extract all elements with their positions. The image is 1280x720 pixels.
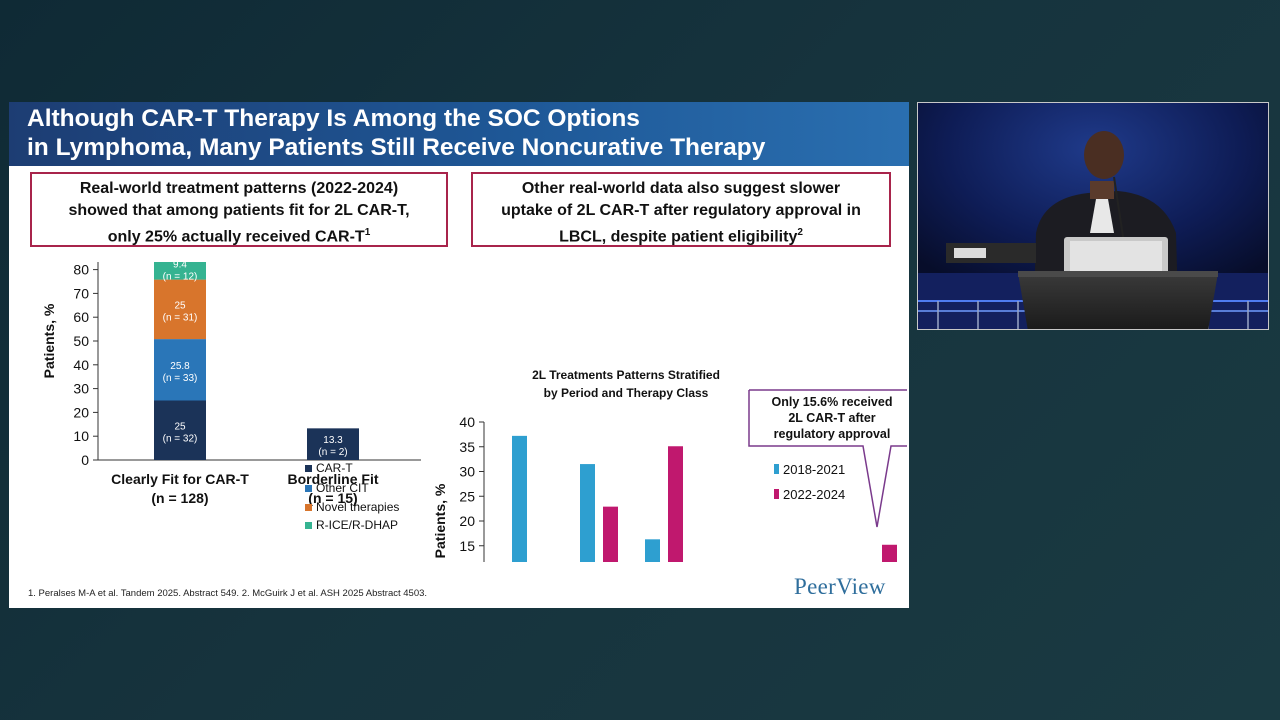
- chart-2-annotation-line-3: regulatory approval: [774, 427, 891, 441]
- chart-2-bar: [668, 446, 683, 562]
- chart-1-bar-segment: [154, 339, 206, 401]
- chart-2-annotation-line-2: 2L CAR-T after: [788, 411, 875, 425]
- title-line-1: Although CAR-T Therapy Is Among the SOC …: [27, 105, 640, 132]
- chart-1-y-tick-label: 40: [73, 357, 89, 373]
- chart-1-legend-label: Other CIT: [316, 481, 369, 495]
- chart-1-category-label: Borderline Fit: [287, 471, 378, 487]
- chart-1-legend-swatch: [305, 504, 312, 511]
- chart-2-title-line-2: by Period and Therapy Class: [544, 386, 709, 400]
- chart-2-bar: [580, 464, 595, 562]
- chart-1-y-tick-label: 10: [73, 428, 89, 444]
- slide-title: Although CAR-T Therapy Is Among the SOC …: [27, 104, 897, 162]
- chart-1-data-label: 25.8: [170, 361, 190, 372]
- chart-1-bar-segment: [154, 279, 206, 340]
- chart-1-bar-segment: [154, 400, 206, 460]
- chart-2-y-tick-label: 15: [459, 538, 475, 554]
- chart-1-data-n-label: (n = 33): [163, 373, 198, 384]
- chart-1-y-tick-label: 30: [73, 381, 89, 397]
- callout-2-line-3-wrap: LBCL, despite patient eligibility2: [473, 222, 889, 248]
- chart-2-bar: [512, 435, 527, 562]
- presentation-slide: Although CAR-T Therapy Is Among the SOC …: [9, 102, 909, 608]
- chart-1-y-tick-label: 60: [73, 309, 89, 325]
- chart-2-legend-label: 2022-2024: [783, 487, 845, 502]
- speaker-video-image: [918, 103, 1268, 329]
- peerview-logo: PeerView: [794, 574, 886, 599]
- callout-2-line-1: Other real-world data also suggest slowe…: [521, 180, 841, 197]
- chart-1-data-n-label: (n = 32): [163, 433, 198, 444]
- callout-2-line-3: LBCL, despite patient eligibility: [559, 228, 798, 246]
- chart-2-legend-label: 2018-2021: [783, 462, 845, 477]
- chart-1-category-n-label: (n = 128): [151, 490, 208, 506]
- chart-1-y-tick-label: 0: [81, 452, 89, 468]
- callout-slower-uptake: Other real-world data also suggest slowe…: [471, 172, 891, 247]
- chart-1-category-n-label: (n = 15): [308, 490, 357, 506]
- chart-2-bar: [645, 539, 660, 562]
- footnote: 1. Peralses M-A et al. Tandem 2025. Abst…: [28, 588, 428, 599]
- chart-1-legend-label: CAR-T: [316, 461, 353, 475]
- chart-2-annotation-line-1: Only 15.6% received: [772, 395, 893, 409]
- chart-1-data-n-label: (n = 12): [163, 271, 198, 282]
- callout-2-footnote-ref: 2: [797, 227, 803, 238]
- chart-1-legend-label: R-ICE/R-DHAP: [316, 518, 398, 532]
- chart-1-data-n-label: (n = 31): [163, 312, 198, 323]
- chart-1-bar-segment: [307, 428, 359, 460]
- chart-1-data-label: 25: [174, 421, 186, 432]
- callout-1-footnote-ref: 1: [364, 227, 371, 238]
- chart-1-bar-segment: [154, 262, 206, 280]
- chart-2-bar: [882, 544, 897, 562]
- chart-2-bar: [603, 506, 618, 562]
- callout-1-line-1: Real-world treatment patterns (2022-2024…: [79, 180, 399, 197]
- chart-1-legend-swatch: [305, 465, 312, 472]
- chart-1-y-tick-label: 70: [73, 285, 89, 301]
- title-line-2: in Lymphoma, Many Patients Still Receive…: [27, 134, 766, 161]
- speaker-video-feed: [917, 102, 1269, 330]
- chart-1-legend-swatch: [305, 485, 312, 492]
- chart-1-legend-label: Novel therapies: [316, 500, 399, 514]
- chart-2-legend-swatch: [774, 464, 779, 474]
- callout-2-line-2: uptake of 2L CAR-T after regulatory appr…: [501, 202, 861, 219]
- chart-2-y-tick-label: 40: [459, 414, 475, 430]
- chart-1-y-tick-label: 50: [73, 333, 89, 349]
- slide-header: Although CAR-T Therapy Is Among the SOC …: [9, 102, 909, 166]
- chart-1-category-label: Clearly Fit for CAR-T: [111, 471, 249, 487]
- chart-2-annotation-callout: [748, 390, 907, 528]
- chart-2-legend-swatch: [774, 489, 779, 499]
- chart-2-y-tick-label: 20: [459, 513, 475, 529]
- chart-2-title-line-1: 2L Treatments Patterns Stratified: [532, 368, 720, 382]
- chart-1-data-label: 25: [174, 300, 186, 311]
- chart-1-y-axis-label: Patients, %: [41, 303, 57, 378]
- chart-2-y-tick-label: 25: [459, 488, 475, 504]
- callout-1-line-3: only 25% actually received CAR-T: [107, 228, 365, 246]
- callout-1-line-3-wrap: only 25% actually received CAR-T1: [32, 222, 446, 248]
- chart-1-data-label: 9.4: [173, 262, 187, 270]
- stacked-bar-chart: 2L Treatment Patterns AmongCAR-T–Eligibl…: [41, 262, 421, 532]
- chart-2-y-axis-label: Patients, %: [432, 483, 448, 558]
- chart-2-y-tick-label: 30: [459, 464, 475, 480]
- grouped-bar-chart: 2L Treatments Patterns Stratified by Peri…: [432, 368, 907, 562]
- chart-1-y-tick-label: 20: [73, 404, 89, 420]
- chart-1-y-tick-label: 80: [73, 262, 89, 278]
- chart-1-data-label: 13.3: [323, 435, 343, 446]
- callout-1-line-2: showed that among patients fit for 2L CA…: [68, 202, 410, 219]
- callout-real-world-patterns: Real-world treatment patterns (2022-2024…: [30, 172, 448, 247]
- chart-2-y-tick-label: 35: [459, 439, 475, 455]
- chart-1-legend-swatch: [305, 522, 312, 529]
- chart-1-data-n-label: (n = 2): [318, 447, 347, 458]
